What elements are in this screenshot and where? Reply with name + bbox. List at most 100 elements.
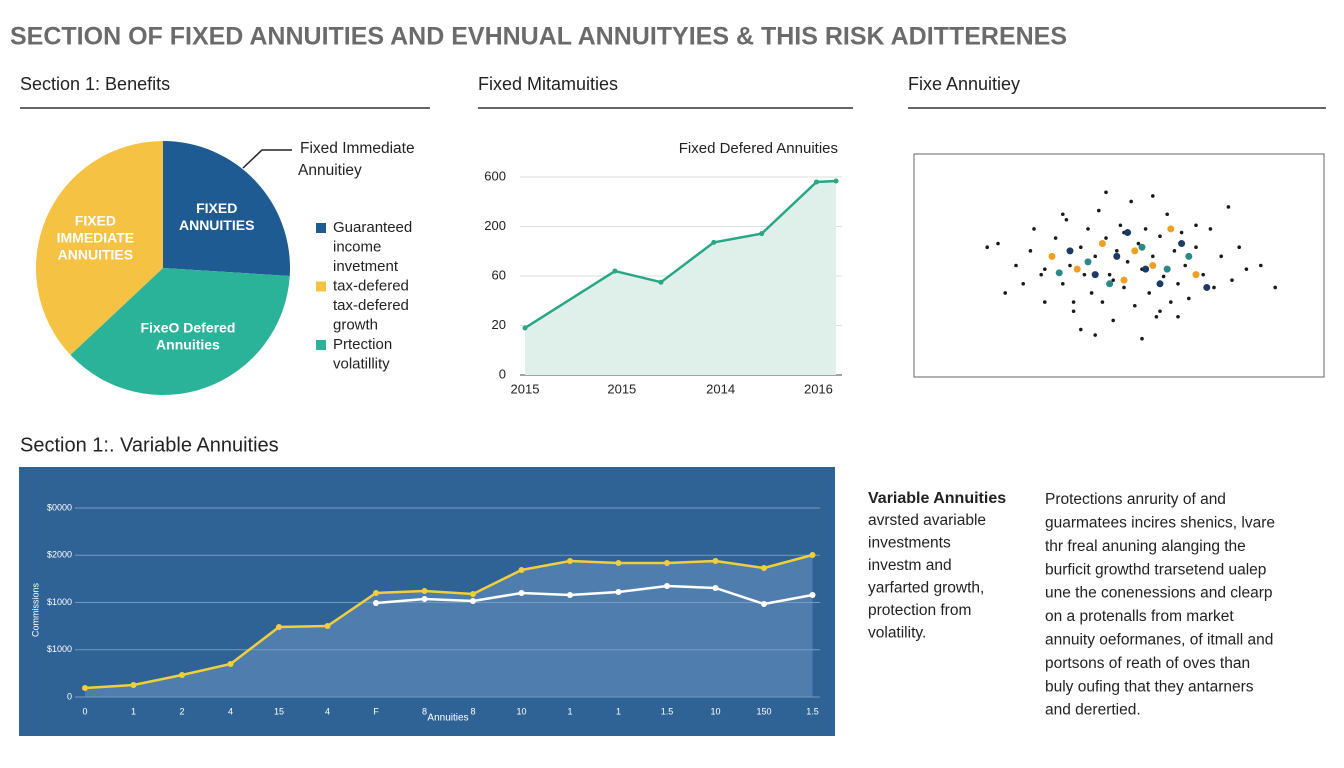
series-point (567, 558, 573, 565)
note-line: protection from (868, 602, 971, 619)
scatter-point (1237, 245, 1241, 249)
scatter-point (1176, 282, 1180, 286)
scatter-point (1138, 243, 1146, 251)
series-point (373, 600, 379, 607)
paragraph-line: portsons of reath of oves than (1045, 655, 1250, 672)
scatter-point (1212, 285, 1216, 290)
series-point (809, 591, 816, 598)
scatter-point (1178, 240, 1186, 248)
area-point (813, 179, 819, 185)
scatter-point (1032, 227, 1036, 231)
scatter-point (1086, 227, 1090, 231)
scatter-point (1147, 291, 1151, 295)
y-tick-label: $1000 (47, 597, 72, 607)
series-point (809, 552, 816, 559)
x-tick-label: 15 (274, 706, 284, 716)
paragraph-line: Protections anrurity of and (1045, 491, 1226, 508)
x-tick-label: 1 (131, 706, 136, 716)
scatter-point (1091, 271, 1099, 279)
scatter-point (1156, 280, 1164, 288)
scatter-point (1176, 314, 1180, 319)
scatter-point (1093, 333, 1097, 337)
scatter-point (1129, 199, 1133, 204)
series-point (227, 661, 234, 668)
legend-text: tax-defered (333, 297, 409, 314)
series-line (84, 553, 813, 690)
scatter-point (1187, 296, 1191, 301)
section-header: Fixed Mitamuities (478, 74, 618, 94)
scatter-point (1244, 267, 1249, 271)
x-tick-label: 1 (567, 706, 572, 716)
paragraph-line: guarmatees incires shenics, lvare (1045, 514, 1275, 531)
x-tick-label: 4 (325, 706, 330, 716)
scatter-point (1219, 254, 1223, 259)
legend-swatch (316, 281, 326, 292)
y-tick-label: 20 (492, 317, 506, 332)
callout-text: Fixed Immediate (300, 140, 415, 157)
scatter-point (1179, 230, 1184, 235)
scatter-point (1161, 274, 1166, 279)
note-line: investm and (868, 557, 952, 574)
paragraph-line: buly oufing that they antarners (1045, 678, 1254, 695)
area-point (759, 231, 765, 237)
scatter-point (1192, 271, 1200, 279)
scatter-point (1003, 291, 1007, 295)
x-tick-label: 1.5 (806, 706, 819, 716)
series-point (664, 559, 670, 566)
x-tick-label: 2015 (511, 381, 540, 396)
scatter-point (1151, 254, 1155, 259)
scatter-point (1089, 291, 1094, 295)
slice-label: IMMEDIATE (57, 229, 135, 245)
pie-slice (163, 141, 290, 276)
scatter-point (1082, 272, 1087, 277)
scatter-point (1120, 276, 1128, 284)
x-tick-label: 10 (516, 706, 526, 716)
scatter-point (1061, 282, 1065, 286)
series-point (276, 624, 282, 631)
scatter-point (1014, 263, 1018, 268)
slice-label: FixeO Defered (140, 320, 235, 336)
legend-swatch (316, 340, 326, 350)
y-tick-label: $2000 (47, 550, 72, 560)
series-point (712, 558, 719, 565)
scatter-point (1106, 280, 1114, 288)
series-point (761, 601, 767, 608)
x-tick-label: 8 (422, 706, 427, 716)
section-header: Section 1: Benefits (20, 74, 170, 94)
scatter-point (1021, 282, 1025, 286)
x-tick-label: 150 (756, 706, 771, 716)
scatter-point (1149, 262, 1157, 269)
scatter-point (1043, 267, 1047, 271)
scatter-point (1151, 194, 1155, 198)
scatter-point (1185, 252, 1193, 260)
area-point (522, 325, 528, 331)
series-point (567, 591, 573, 598)
legend-text: income (333, 238, 381, 255)
scatter-point (1158, 309, 1162, 314)
scatter-point (1048, 252, 1056, 260)
x-tick-label: 8 (470, 706, 475, 716)
area-fill (525, 180, 837, 375)
callout-line (242, 149, 292, 169)
scatter-point (1273, 285, 1277, 290)
scatter-point (1142, 265, 1150, 273)
pie-slice (70, 268, 290, 395)
scatter-point (1201, 272, 1205, 277)
scatter-point (1111, 278, 1115, 282)
scatter-point (1115, 249, 1119, 253)
paragraph-line: on a protenalls from market (1045, 608, 1234, 625)
scatter-point (1183, 263, 1187, 268)
scatter-point (1043, 300, 1047, 304)
x-tick-label: 10 (710, 706, 720, 716)
scatter-point (1028, 249, 1033, 253)
area-point (711, 239, 717, 245)
paragraph-line: thr freal anuning alanging the (1045, 538, 1246, 555)
scatter-frame (913, 153, 1325, 378)
scatter-point (1194, 223, 1198, 228)
y-axis-label: Commissions (30, 582, 40, 637)
series-point (179, 671, 185, 678)
series-line (375, 584, 813, 606)
scatter-point (1154, 314, 1159, 319)
series-point (373, 590, 379, 597)
series-point (470, 597, 476, 604)
